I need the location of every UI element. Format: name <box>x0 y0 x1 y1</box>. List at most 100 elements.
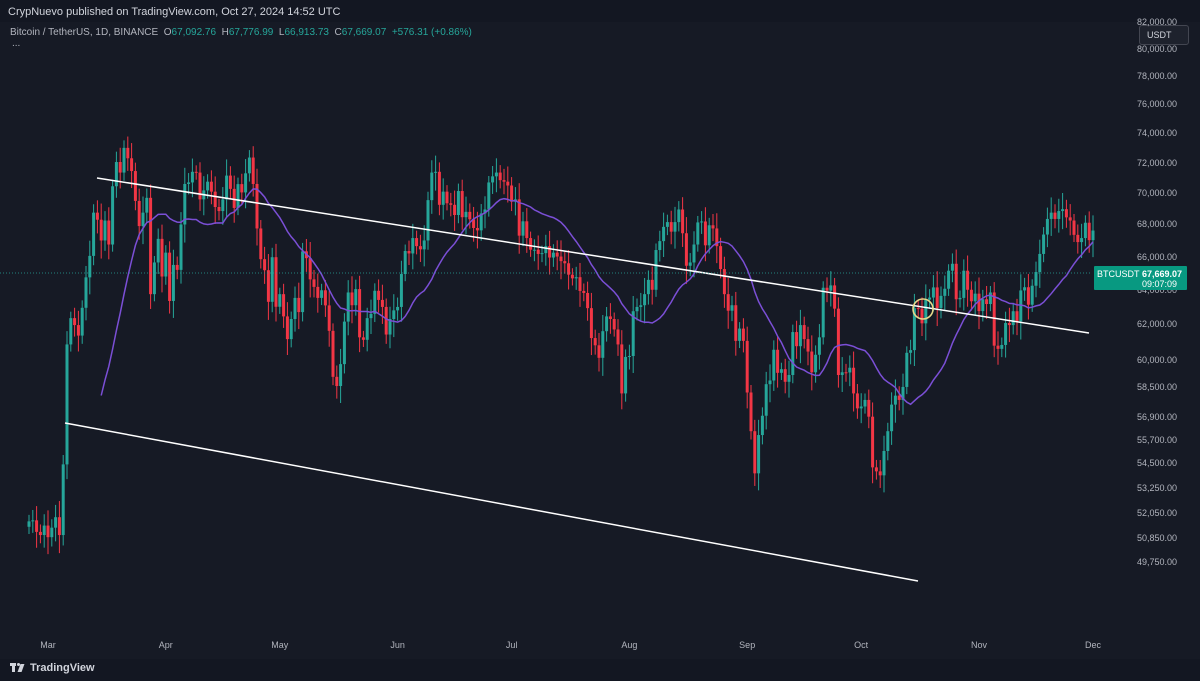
candle-body <box>92 212 96 256</box>
candle-body <box>449 203 453 205</box>
price-axis-label: 78,000.00 <box>1137 71 1178 82</box>
candle-body <box>548 246 552 258</box>
candle-body <box>339 364 343 387</box>
candle-body <box>445 191 449 204</box>
candle-body <box>1076 234 1080 243</box>
candle-body <box>700 221 704 223</box>
candle-body <box>38 531 42 536</box>
candle-body <box>194 171 198 173</box>
candle-body <box>175 264 179 270</box>
candle-body <box>920 308 924 324</box>
candle-body <box>935 287 939 308</box>
candle-body <box>1023 287 1027 291</box>
candle-body <box>491 176 495 183</box>
candle-body <box>130 158 134 172</box>
candle-body <box>228 175 232 189</box>
candle-body <box>411 238 415 254</box>
candle-body <box>635 306 639 312</box>
candle-body <box>213 191 217 207</box>
candle-body <box>722 269 726 295</box>
candle-body <box>145 197 149 213</box>
time-axis-label: Dec <box>1084 640 1102 650</box>
candle-body <box>616 329 620 345</box>
candle-body <box>574 277 578 279</box>
candle-body <box>696 222 700 245</box>
candle-body <box>232 188 236 208</box>
candle-body <box>836 308 840 376</box>
price-axis-label: 76,000.00 <box>1137 99 1178 110</box>
candle-body <box>168 252 172 301</box>
candle-body <box>814 354 818 373</box>
candle-body <box>392 310 396 319</box>
candle-body <box>859 406 863 409</box>
candle-body <box>464 211 468 218</box>
candle-body <box>377 290 381 300</box>
currency-button[interactable]: USDT <box>1139 25 1189 45</box>
candle-body <box>973 293 977 302</box>
candle-body <box>760 415 764 436</box>
candle-body <box>475 227 479 231</box>
low-value: 66,913.73 <box>284 27 329 38</box>
candle-body <box>118 162 122 173</box>
candle-body <box>578 277 582 291</box>
candle-body <box>107 220 111 245</box>
candle-body <box>251 157 255 184</box>
candle-body <box>73 318 77 326</box>
candle-body <box>483 209 487 214</box>
candle-body <box>586 292 590 309</box>
candle-body <box>365 318 369 340</box>
candle-body <box>270 257 274 302</box>
candle-body <box>620 344 624 394</box>
candle-body <box>1007 322 1011 326</box>
candle-body <box>479 213 483 231</box>
candle-body <box>627 356 631 358</box>
candle-body <box>833 285 837 309</box>
candle-body <box>810 351 814 373</box>
close-label: C <box>334 27 342 38</box>
candle-body <box>346 292 350 322</box>
candle-body <box>437 171 441 205</box>
candle-body <box>141 212 145 227</box>
candle-body <box>874 467 878 472</box>
candle-body <box>361 337 365 340</box>
candle-body <box>829 285 833 291</box>
candle-body <box>114 162 118 187</box>
candle-body <box>795 332 799 347</box>
more-indicators-button[interactable]: ... <box>12 38 21 49</box>
tradingview-logo[interactable]: TradingView <box>10 662 95 674</box>
candle-body <box>738 328 742 341</box>
candle-body <box>225 175 229 200</box>
candle-body <box>206 181 210 191</box>
candle-body <box>867 399 871 417</box>
candle-body <box>912 308 916 351</box>
candle-body <box>57 517 61 536</box>
candle-body <box>525 221 529 239</box>
price-axis-label: 60,000.00 <box>1137 354 1178 365</box>
candle-body <box>426 200 430 241</box>
candle-body <box>285 316 289 340</box>
candle-body <box>669 222 673 232</box>
candle-body <box>654 250 658 290</box>
candle-body <box>840 372 844 376</box>
candle-body <box>240 184 244 193</box>
candle-body <box>236 184 240 208</box>
candle-body <box>217 206 221 212</box>
candle-body <box>863 399 867 407</box>
candle-body <box>954 263 958 300</box>
candle-body <box>821 287 825 338</box>
chart-area[interactable] <box>0 22 1200 659</box>
candle-body <box>893 395 897 405</box>
candle-body <box>187 182 191 184</box>
candle-body <box>1045 218 1049 235</box>
time-axis-label: Apr <box>158 640 173 650</box>
candle-body <box>1083 222 1087 239</box>
candle-body <box>111 186 115 245</box>
candle-body <box>958 297 962 300</box>
candle-body <box>764 384 768 416</box>
candle-body <box>905 352 909 387</box>
candle-body <box>890 404 894 432</box>
candle-body <box>137 200 141 227</box>
candle-body <box>962 270 966 298</box>
candle-body <box>665 222 669 227</box>
